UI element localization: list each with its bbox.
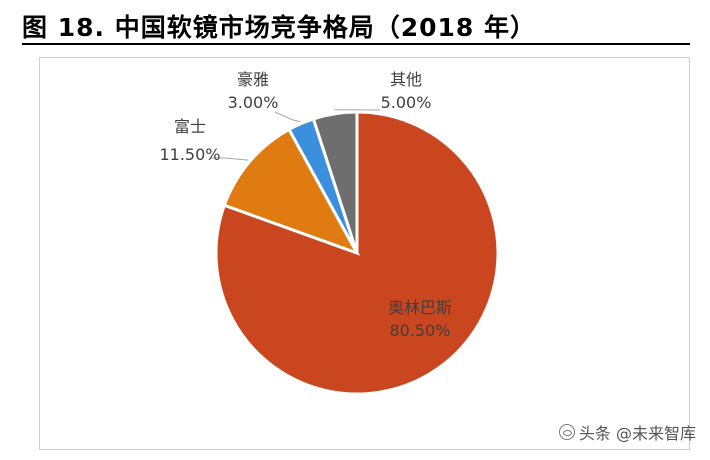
wechat-icon xyxy=(558,424,575,440)
pie-slice-4 xyxy=(311,110,359,254)
watermark-text: 头条 @未来智库 xyxy=(578,424,696,443)
chart-frame xyxy=(39,57,690,450)
slice-name-label: 富士 xyxy=(174,117,206,136)
slice-value-label: 3.00% xyxy=(228,93,279,112)
watermark: 头条 @未来智库 xyxy=(558,420,696,444)
slice-value-label: 5.00% xyxy=(381,93,432,112)
slice-value-label: 80.50% xyxy=(389,321,450,340)
pie-slices xyxy=(214,110,500,396)
slice-labels: 奥林巴斯 80.50% 富士 11.50% 豪雅 3.00% 其他 5.00% xyxy=(159,70,452,340)
leader-line-3 xyxy=(274,111,301,123)
pie-slice-1 xyxy=(214,110,500,396)
leader-lines xyxy=(210,109,381,161)
slice-name-label: 其他 xyxy=(390,70,422,89)
slice-value-label: 11.50% xyxy=(159,145,220,164)
pie-slice-2 xyxy=(222,127,361,256)
leader-line-2 xyxy=(210,157,249,161)
title-rule xyxy=(22,43,690,45)
slice-name-label: 豪雅 xyxy=(237,70,269,89)
slice-name-label: 奥林巴斯 xyxy=(388,298,452,317)
figure-title: 图 18. 中国软镜市场竞争格局（2018 年） xyxy=(22,13,536,42)
